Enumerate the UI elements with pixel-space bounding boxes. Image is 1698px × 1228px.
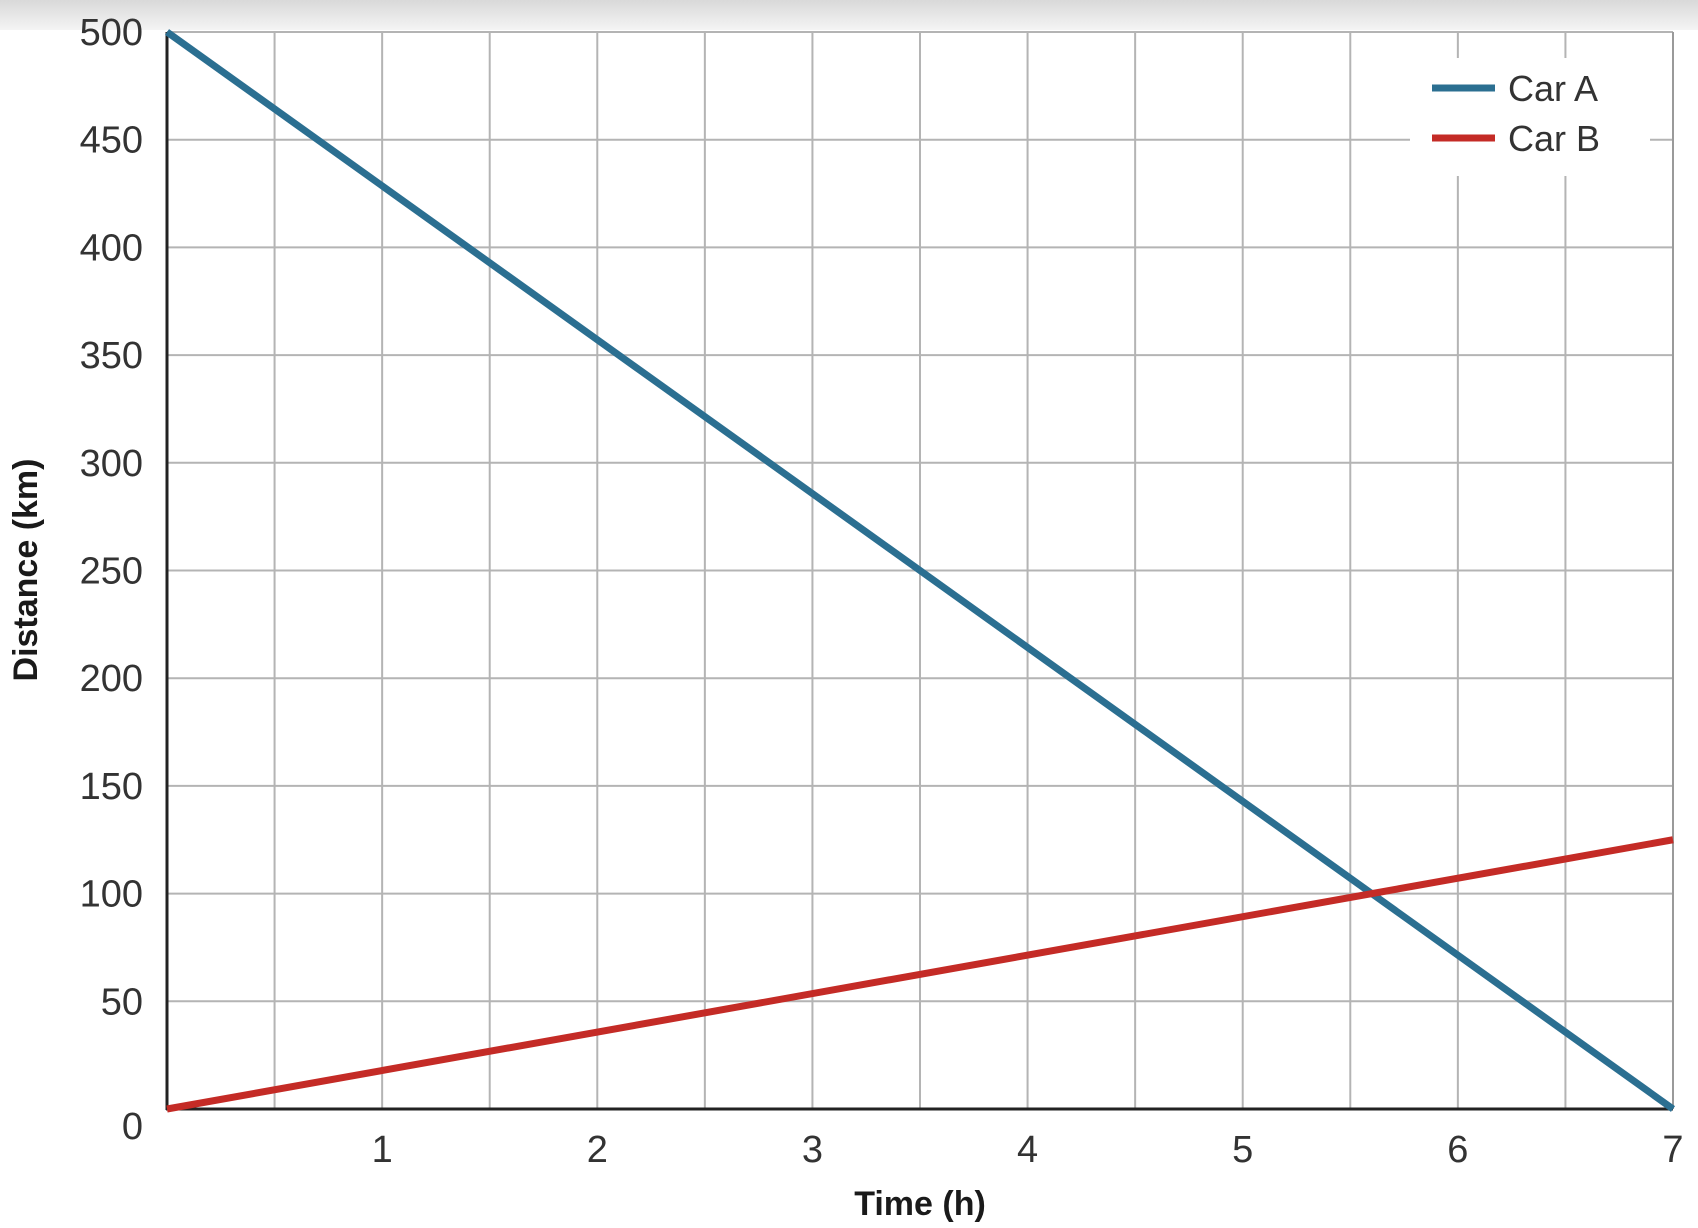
x-tick-label: 5 xyxy=(1232,1129,1253,1171)
x-tick-label: 7 xyxy=(1662,1129,1683,1171)
y-tick-label: 450 xyxy=(80,120,143,162)
x-tick-label: 6 xyxy=(1447,1129,1468,1171)
y-tick-label: 250 xyxy=(80,551,143,593)
y-tick-label: 350 xyxy=(80,335,143,377)
x-tick-labels: 1 2 3 4 5 6 7 xyxy=(372,1129,1684,1171)
legend: Car A Car B xyxy=(1410,58,1650,176)
y-tick-label: 400 xyxy=(80,227,143,269)
legend-label-car-b: Car B xyxy=(1508,118,1600,159)
x-tick-label: 4 xyxy=(1017,1129,1038,1171)
y-tick-labels: 0 50 100 150 200 250 300 350 400 450 500 xyxy=(80,12,143,1148)
y-axis-title: Distance (km) xyxy=(7,459,45,682)
series-line-car-b xyxy=(166,836,1674,1113)
axes xyxy=(165,32,1673,1111)
series-lines xyxy=(164,29,1676,1113)
y-tick-label: 100 xyxy=(80,874,143,916)
y-tick-label: 500 xyxy=(80,12,143,54)
legend-label-car-a: Car A xyxy=(1508,68,1598,109)
x-tick-label: 1 xyxy=(372,1129,393,1171)
y-tick-label: 150 xyxy=(80,766,143,808)
x-tick-label: 2 xyxy=(587,1129,608,1171)
top-edge-shadow xyxy=(0,0,1698,30)
y-tick-label: 0 xyxy=(122,1106,143,1148)
legend-background xyxy=(1410,58,1650,176)
series-line-car-a xyxy=(164,29,1676,1112)
y-tick-label: 50 xyxy=(101,981,143,1023)
y-tick-label: 200 xyxy=(80,658,143,700)
y-tick-label: 300 xyxy=(80,443,143,485)
x-tick-label: 3 xyxy=(802,1129,823,1171)
x-axis-title: Time (h) xyxy=(854,1185,986,1223)
